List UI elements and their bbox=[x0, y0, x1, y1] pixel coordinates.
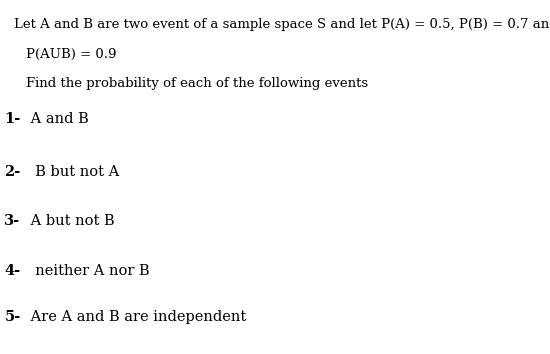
Text: 4-: 4- bbox=[4, 264, 20, 278]
Text: A but not B: A but not B bbox=[26, 214, 115, 228]
Text: 1-: 1- bbox=[4, 112, 21, 126]
Text: A and B: A and B bbox=[26, 112, 89, 126]
Text: Are A and B are independent: Are A and B are independent bbox=[26, 310, 246, 324]
Text: B but not A: B but not A bbox=[26, 165, 120, 179]
Text: 5-: 5- bbox=[4, 310, 21, 324]
Text: P(AUB) = 0.9: P(AUB) = 0.9 bbox=[26, 48, 117, 61]
Text: 2-: 2- bbox=[4, 165, 21, 179]
Text: Find the probability of each of the following events: Find the probability of each of the foll… bbox=[26, 77, 368, 90]
Text: 3-: 3- bbox=[4, 214, 20, 228]
Text: neither A nor B: neither A nor B bbox=[26, 264, 150, 278]
Text: Let A and B are two event of a sample space S and let P(A) = 0.5, P(B) = 0.7 and: Let A and B are two event of a sample sp… bbox=[14, 18, 550, 31]
